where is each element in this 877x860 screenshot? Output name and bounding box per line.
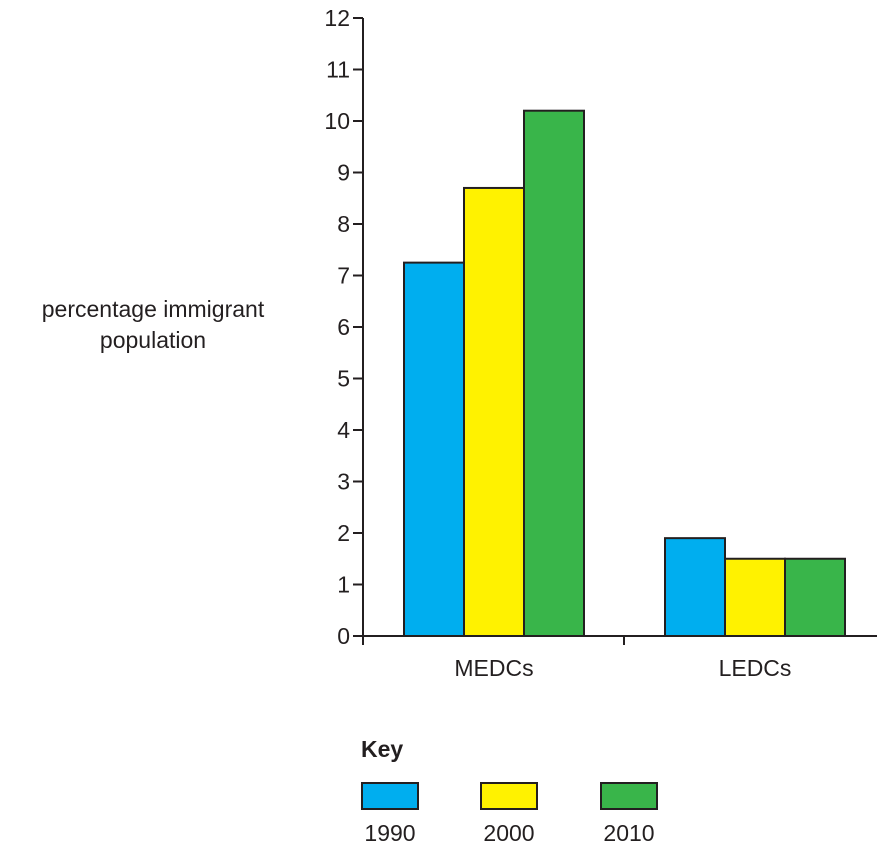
- y-tick-label-6: 6: [337, 314, 350, 340]
- y-tick-label-12: 12: [324, 5, 350, 31]
- y-tick-label-4: 4: [337, 417, 350, 443]
- y-tick-label-1: 1: [337, 572, 350, 598]
- y-tick-label-7: 7: [337, 263, 350, 289]
- y-tick-label-0: 0: [337, 623, 350, 649]
- legend-swatch-2000: [480, 782, 538, 810]
- legend-swatch-1990: [361, 782, 419, 810]
- y-axis-label-line-2: population: [99, 327, 207, 353]
- bar-medcs-1990: [403, 261, 465, 637]
- y-tick-label-3: 3: [337, 469, 350, 495]
- y-axis-label: percentage immigrant population: [0, 294, 306, 356]
- bar-ledcs-2000: [724, 557, 786, 637]
- legend-title: Key: [361, 736, 404, 762]
- y-tick-label-9: 9: [337, 160, 350, 186]
- legend-label-2000: 2000: [483, 820, 535, 846]
- legend-swatch-2010: [600, 782, 658, 810]
- bar-ledcs-1990: [664, 537, 726, 638]
- x-tick-label-ledcs: LEDCs: [719, 655, 792, 681]
- bar-medcs-2000: [463, 186, 525, 637]
- y-tick-label-5: 5: [337, 366, 350, 392]
- legend-label-1990: 1990: [364, 820, 416, 846]
- legend-label-2010: 2010: [603, 820, 655, 846]
- y-tick-label-2: 2: [337, 520, 350, 546]
- x-tick-label-medcs: MEDCs: [454, 655, 533, 681]
- y-tick-label-11: 11: [326, 57, 350, 83]
- y-tick-label-10: 10: [324, 108, 350, 134]
- bar-ledcs-2010: [784, 557, 846, 637]
- y-tick-label-8: 8: [337, 211, 350, 237]
- bar-medcs-2010: [523, 109, 585, 637]
- y-axis-label-line-1: percentage immigrant: [41, 296, 265, 322]
